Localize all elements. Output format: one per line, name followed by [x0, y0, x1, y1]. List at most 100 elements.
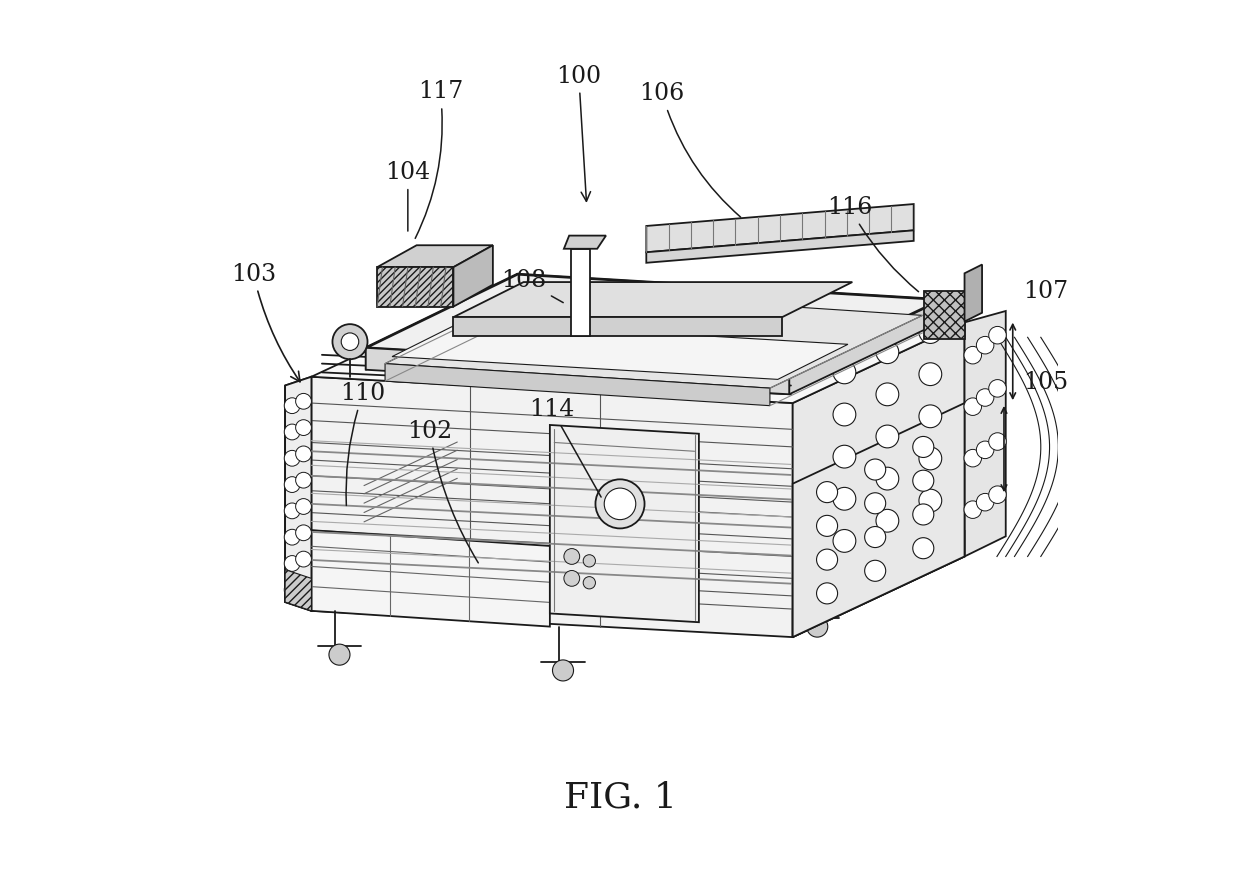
Text: 104: 104 — [386, 161, 430, 231]
Circle shape — [875, 425, 899, 448]
Circle shape — [913, 436, 934, 458]
Polygon shape — [377, 245, 492, 267]
Circle shape — [976, 336, 994, 354]
Circle shape — [295, 394, 311, 409]
Circle shape — [817, 583, 837, 604]
Circle shape — [913, 538, 934, 558]
Polygon shape — [366, 348, 789, 395]
Circle shape — [583, 577, 595, 589]
Circle shape — [963, 501, 982, 519]
Circle shape — [988, 380, 1006, 397]
Polygon shape — [392, 321, 848, 380]
Text: 117: 117 — [415, 81, 463, 238]
Polygon shape — [366, 274, 941, 373]
Circle shape — [332, 324, 367, 359]
Circle shape — [963, 450, 982, 467]
Circle shape — [919, 447, 941, 470]
Circle shape — [284, 424, 300, 440]
Circle shape — [864, 560, 885, 581]
Polygon shape — [454, 317, 782, 336]
Circle shape — [833, 445, 856, 468]
Circle shape — [919, 489, 941, 512]
Text: 106: 106 — [640, 82, 740, 217]
Circle shape — [913, 504, 934, 525]
Circle shape — [564, 549, 579, 565]
Circle shape — [976, 389, 994, 406]
Polygon shape — [570, 249, 590, 336]
Circle shape — [295, 578, 311, 593]
Polygon shape — [549, 425, 699, 622]
Circle shape — [864, 459, 885, 480]
Polygon shape — [454, 245, 492, 306]
Circle shape — [976, 494, 994, 511]
Polygon shape — [789, 300, 941, 395]
Circle shape — [976, 441, 994, 458]
Circle shape — [295, 473, 311, 489]
Circle shape — [284, 529, 300, 545]
Polygon shape — [792, 530, 965, 637]
Circle shape — [284, 582, 300, 597]
Circle shape — [817, 515, 837, 536]
Circle shape — [864, 527, 885, 548]
Polygon shape — [311, 377, 792, 637]
Text: 100: 100 — [557, 65, 601, 201]
Polygon shape — [792, 403, 965, 637]
Polygon shape — [924, 291, 965, 339]
Circle shape — [604, 489, 636, 519]
Text: 110: 110 — [341, 382, 386, 505]
Circle shape — [919, 405, 941, 427]
Circle shape — [988, 433, 1006, 450]
Circle shape — [341, 333, 358, 350]
Circle shape — [595, 480, 645, 528]
Circle shape — [963, 346, 982, 364]
Polygon shape — [454, 282, 852, 317]
Circle shape — [284, 450, 300, 466]
Circle shape — [833, 529, 856, 552]
Polygon shape — [311, 296, 965, 403]
Circle shape — [919, 363, 941, 386]
Text: 107: 107 — [1023, 281, 1069, 304]
Circle shape — [284, 477, 300, 492]
Circle shape — [833, 488, 856, 510]
Circle shape — [988, 327, 1006, 344]
Polygon shape — [646, 204, 914, 252]
Circle shape — [807, 616, 828, 637]
Text: 108: 108 — [501, 269, 563, 303]
Polygon shape — [366, 274, 517, 370]
Circle shape — [833, 361, 856, 384]
Circle shape — [864, 493, 885, 514]
Text: 116: 116 — [827, 196, 919, 292]
Circle shape — [284, 503, 300, 519]
Circle shape — [295, 525, 311, 541]
Circle shape — [583, 555, 595, 567]
Circle shape — [875, 341, 899, 364]
Circle shape — [284, 397, 300, 413]
Circle shape — [564, 571, 579, 586]
Circle shape — [553, 660, 574, 681]
Polygon shape — [285, 377, 311, 611]
Polygon shape — [965, 265, 982, 321]
Polygon shape — [285, 570, 311, 611]
Circle shape — [817, 549, 837, 570]
Text: 102: 102 — [407, 419, 479, 563]
Polygon shape — [311, 530, 549, 627]
Text: 105: 105 — [1023, 372, 1069, 395]
Circle shape — [284, 556, 300, 572]
Text: FIG. 1: FIG. 1 — [563, 781, 677, 814]
Circle shape — [817, 481, 837, 503]
Circle shape — [919, 320, 941, 343]
Circle shape — [295, 551, 311, 567]
Circle shape — [963, 398, 982, 415]
Circle shape — [295, 498, 311, 514]
Polygon shape — [386, 364, 770, 405]
Circle shape — [295, 419, 311, 435]
Polygon shape — [386, 290, 923, 389]
Polygon shape — [377, 267, 454, 306]
Polygon shape — [646, 230, 914, 263]
Circle shape — [875, 510, 899, 532]
Polygon shape — [564, 235, 606, 249]
Polygon shape — [792, 322, 965, 637]
Circle shape — [988, 486, 1006, 504]
Text: 114: 114 — [529, 397, 601, 497]
Circle shape — [833, 403, 856, 426]
